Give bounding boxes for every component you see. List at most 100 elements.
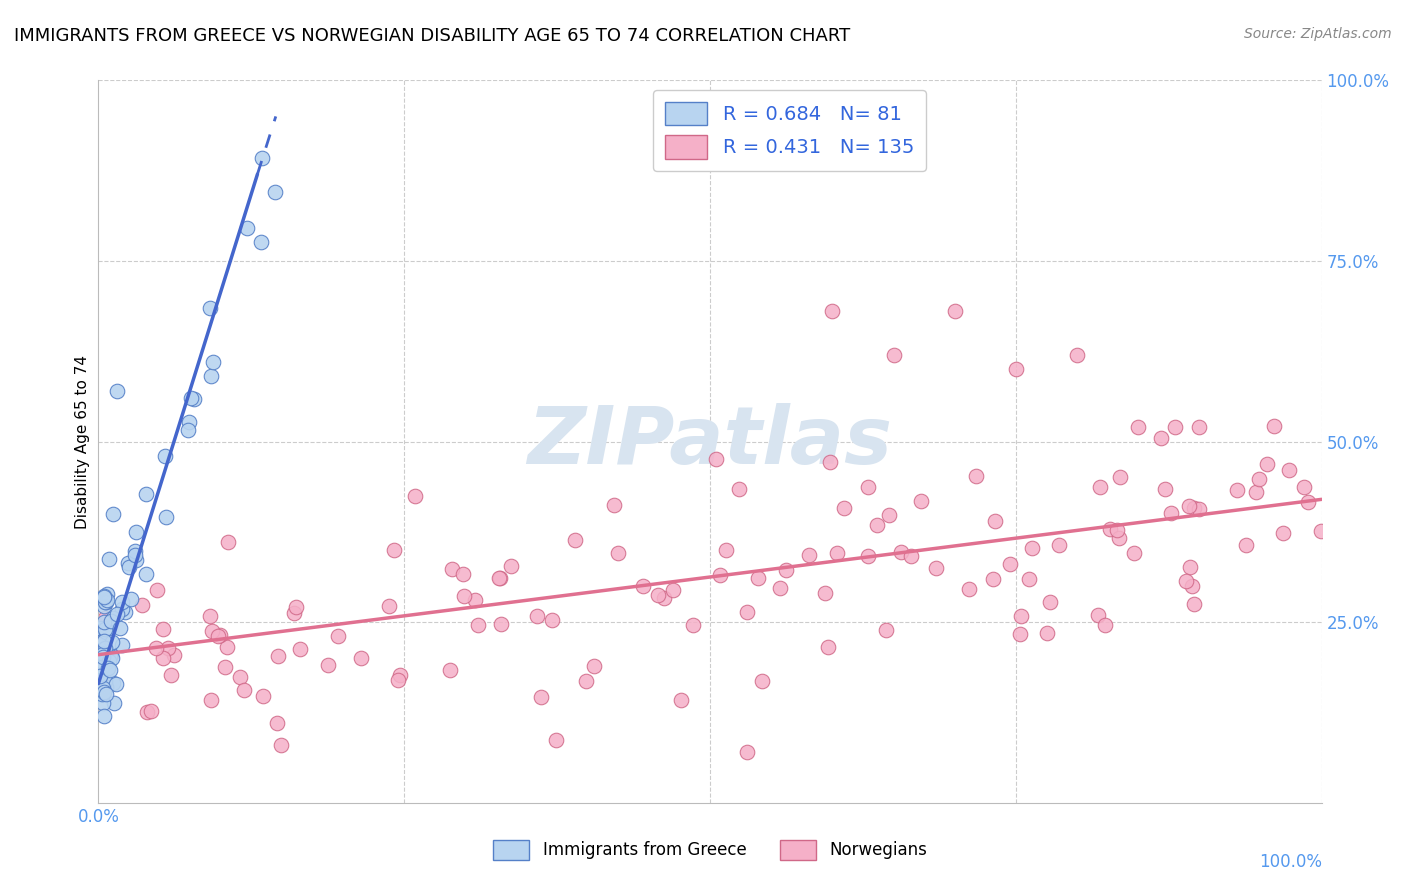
Point (96, 587, 118, 601)
Point (93, 590, 115, 604)
Point (1272, 526, 1295, 541)
Point (1047, 538, 1070, 552)
Point (965, 469, 987, 483)
Point (858, 480, 880, 494)
Point (100, 651, 122, 665)
Point (201, 624, 224, 638)
Point (1247, 472, 1270, 486)
Point (671, 693, 693, 707)
Point (111, 602, 134, 616)
Point (1278, 462, 1301, 476)
Point (704, 452, 727, 467)
Point (1066, 348, 1088, 362)
Text: Source: ZipAtlas.com: Source: ZipAtlas.com (1244, 27, 1392, 41)
Point (177, 423, 200, 437)
Point (1010, 627, 1032, 641)
Point (236, 221, 259, 235)
Point (925, 561, 948, 575)
Point (91, 681, 114, 695)
Point (252, 689, 274, 703)
Point (662, 583, 685, 598)
Point (94, 674, 117, 689)
Point (100, 648, 122, 662)
Point (107, 607, 129, 622)
Legend: Immigrants from Greece, Norwegians: Immigrants from Greece, Norwegians (486, 833, 934, 867)
Point (89, 637, 111, 651)
Point (797, 548, 820, 562)
Point (825, 546, 848, 560)
Point (769, 581, 792, 595)
Point (652, 591, 675, 606)
Point (1292, 480, 1315, 494)
Point (647, 588, 669, 602)
Point (1164, 420, 1187, 434)
Point (1182, 597, 1205, 611)
Point (94, 680, 117, 694)
Point (111, 638, 134, 652)
Text: 100.0%: 100.0% (1258, 854, 1322, 871)
Point (229, 670, 252, 684)
Point (103, 676, 125, 690)
Point (160, 668, 183, 682)
Text: ZIPatlas: ZIPatlas (527, 402, 893, 481)
Point (118, 560, 141, 574)
Point (93, 599, 115, 613)
Point (856, 549, 879, 563)
Point (1181, 579, 1204, 593)
Point (818, 455, 841, 469)
Point (1099, 522, 1122, 536)
Point (214, 660, 236, 674)
Point (716, 542, 738, 557)
Point (200, 693, 222, 707)
Point (747, 571, 769, 585)
Point (1188, 420, 1211, 434)
Point (105, 384, 128, 398)
Point (1309, 524, 1331, 539)
Point (94, 595, 117, 609)
Point (94, 641, 117, 656)
Point (101, 635, 124, 649)
Point (488, 571, 510, 585)
Point (1107, 523, 1129, 537)
Point (93, 590, 115, 604)
Point (981, 572, 1004, 586)
Point (318, 657, 340, 672)
Y-axis label: Disability Age 65 to 74: Disability Age 65 to 74 (75, 354, 90, 529)
Point (93, 634, 115, 648)
Point (1174, 574, 1197, 588)
Point (606, 546, 628, 560)
Point (326, 629, 349, 643)
Point (583, 659, 606, 673)
Point (198, 301, 221, 315)
Point (1256, 457, 1278, 471)
Point (117, 556, 139, 570)
Point (90, 677, 112, 691)
Point (89, 681, 111, 695)
Point (91, 687, 114, 701)
Point (1087, 607, 1109, 622)
Point (89, 621, 111, 635)
Point (631, 579, 654, 593)
Point (775, 563, 797, 577)
Point (90, 647, 112, 661)
Point (93, 681, 115, 696)
Point (135, 567, 157, 582)
Point (217, 535, 239, 549)
Point (270, 738, 292, 752)
Point (89, 684, 111, 698)
Point (98, 552, 121, 566)
Point (1263, 418, 1285, 433)
Point (114, 605, 136, 619)
Point (93, 709, 115, 723)
Point (91, 647, 114, 661)
Point (564, 533, 586, 548)
Point (263, 186, 285, 200)
Point (93, 685, 115, 699)
Point (94, 595, 117, 609)
Point (1088, 480, 1111, 494)
Point (1109, 470, 1132, 484)
Point (682, 618, 704, 632)
Point (957, 582, 980, 596)
Point (388, 668, 411, 682)
Point (1234, 537, 1257, 551)
